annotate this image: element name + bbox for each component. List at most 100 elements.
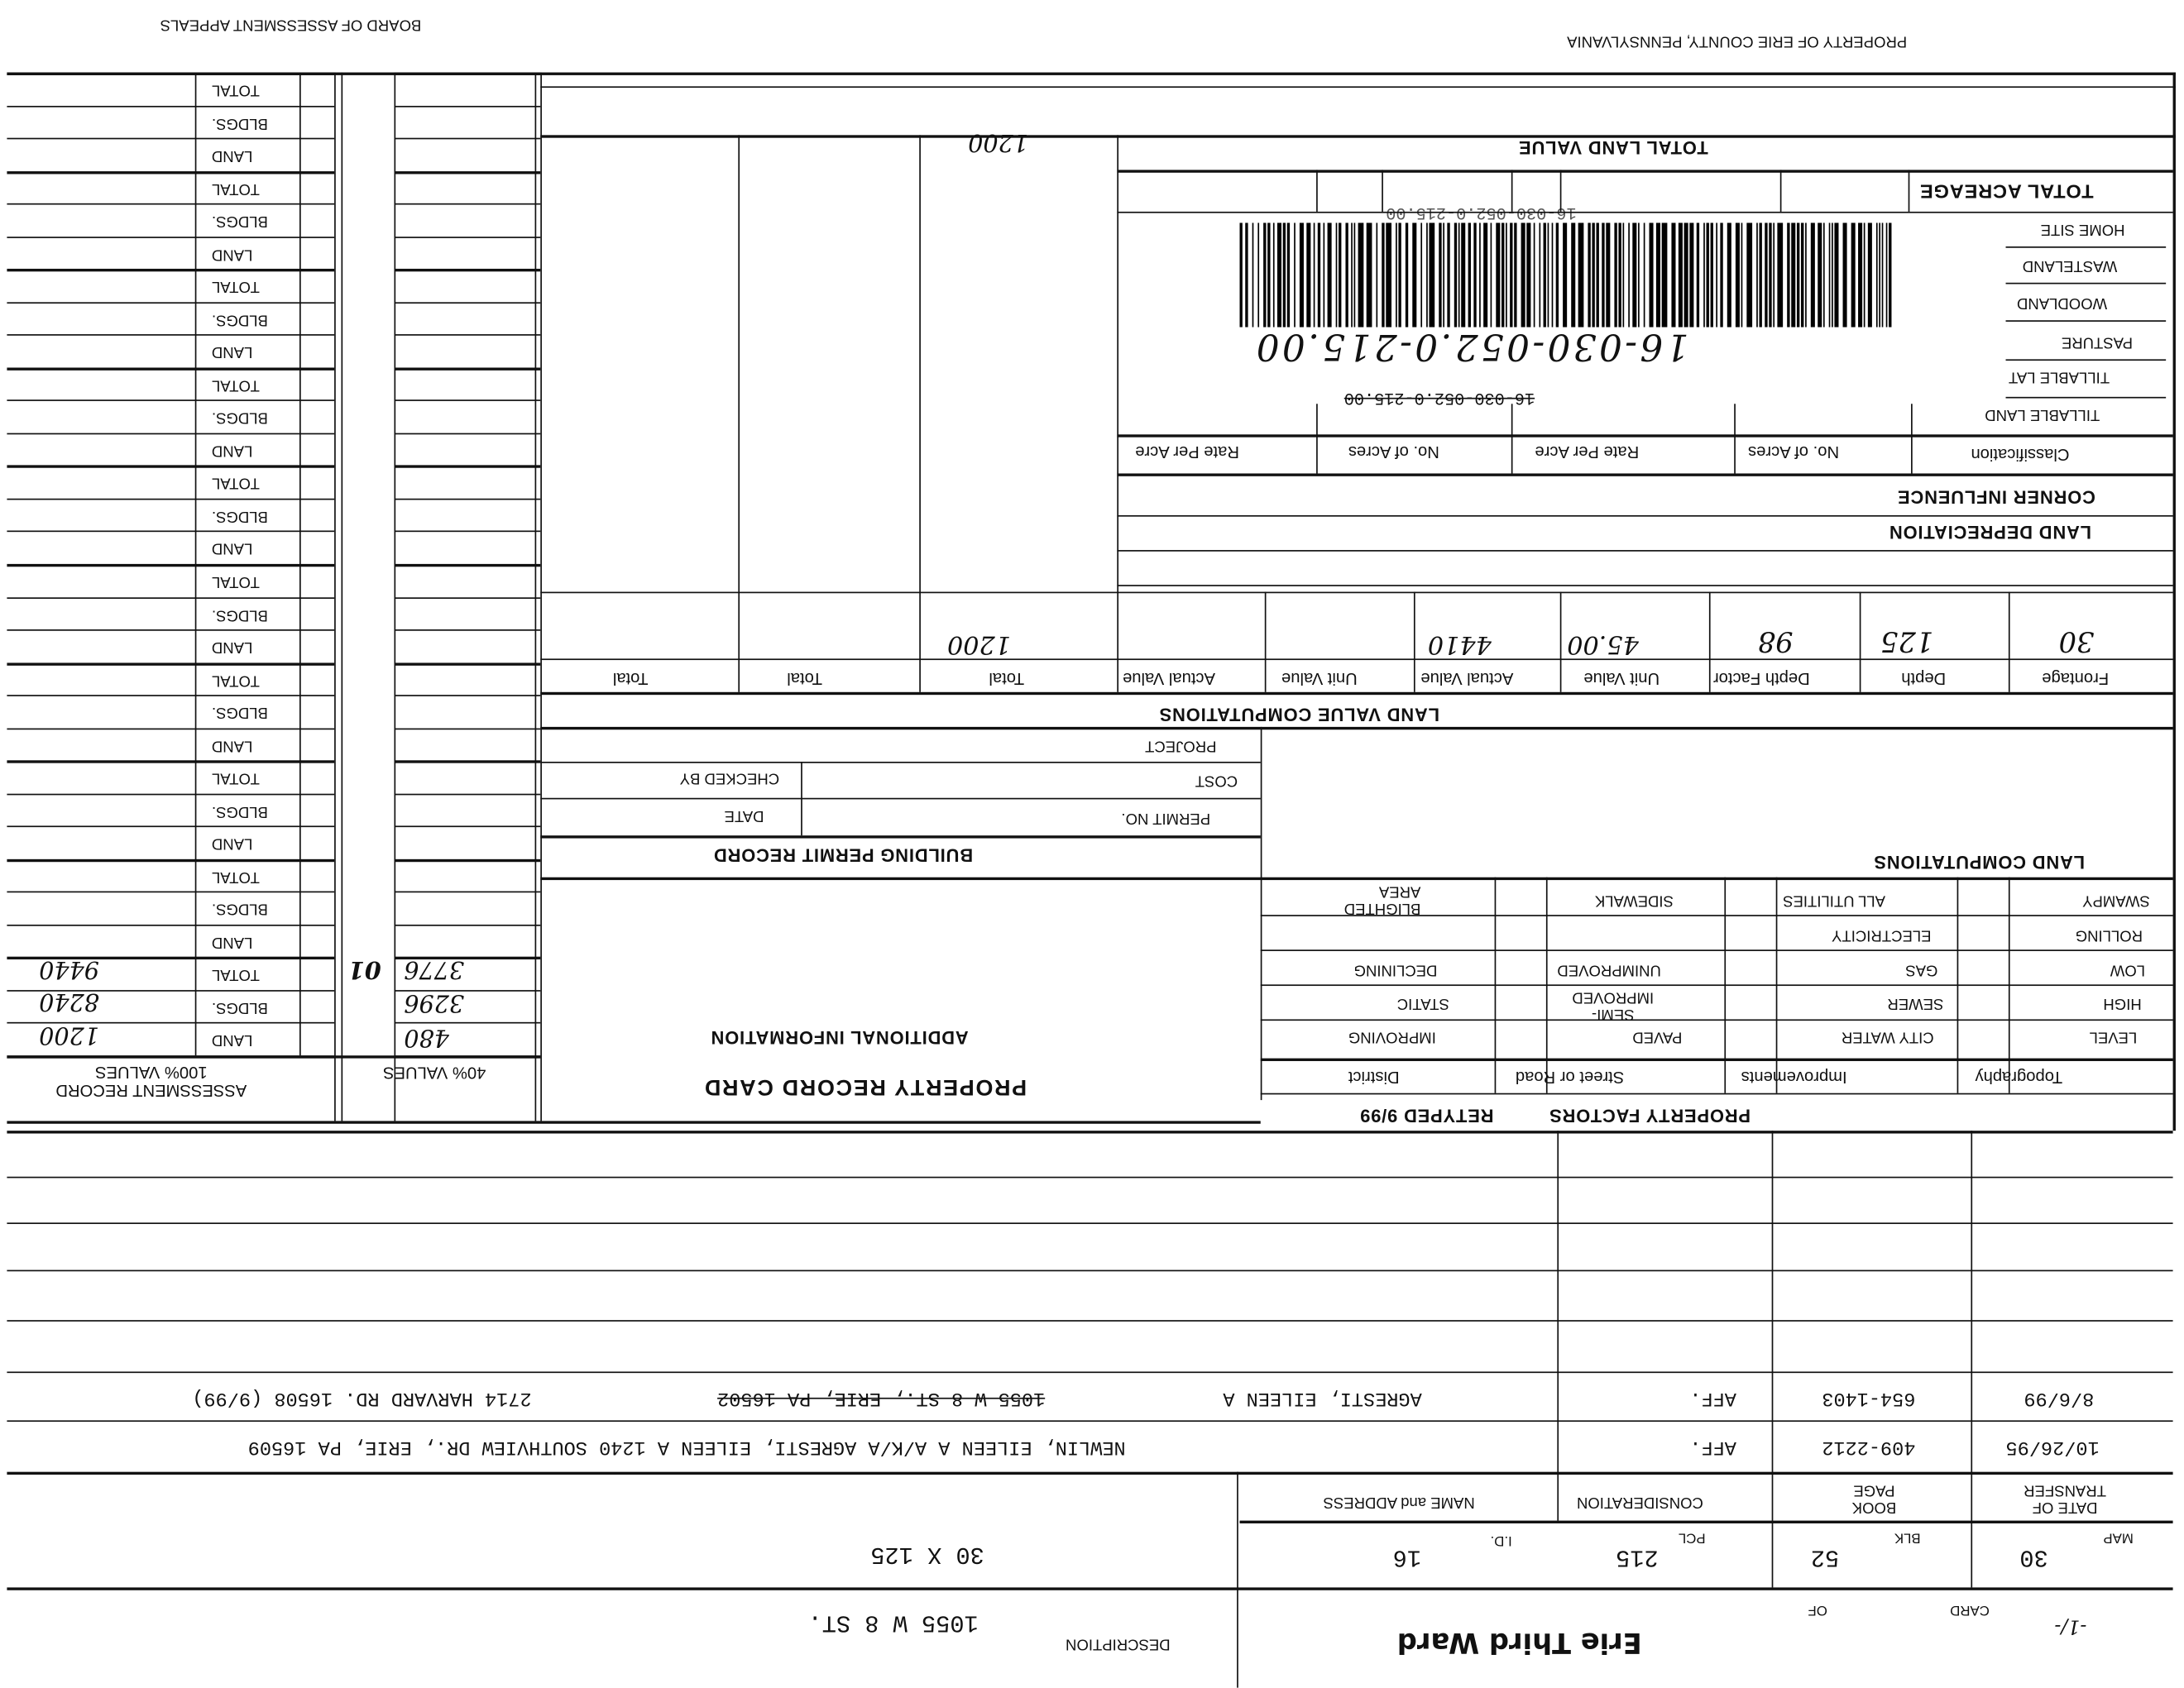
barcode-bar (1773, 222, 1775, 328)
unit-value-header-1: Unit Value (1583, 669, 1660, 689)
rule-line (394, 760, 541, 763)
rule-line (1260, 1019, 2173, 1021)
card-title: PROPERTY RECORD CARD (703, 1074, 1027, 1099)
rule-line (1117, 170, 2173, 173)
rule-line (7, 728, 335, 730)
total-header-2: Total (787, 669, 822, 689)
barcode-bar (1510, 222, 1513, 328)
barcode-bar (1313, 222, 1315, 328)
barcode-bar (1398, 222, 1401, 328)
rule-line (7, 498, 335, 500)
barcode-bar (1834, 222, 1839, 328)
factor-electricity: ELECTRICITY (1832, 926, 1932, 944)
rule-line (7, 1270, 2173, 1272)
rule-line (7, 465, 335, 468)
unit-value-header-2: Unit Value (1281, 669, 1358, 689)
barcode-bar (1622, 222, 1625, 328)
barcode-bar (1720, 222, 1723, 328)
barcode-bar (1787, 222, 1790, 328)
of-label: OF (1808, 1602, 1827, 1618)
rule-line (1117, 585, 2173, 586)
barcode-bar (1272, 222, 1275, 328)
rule-line (7, 891, 335, 893)
barcode-bar (1317, 222, 1321, 328)
rule-line (540, 797, 1261, 800)
consideration-header: CONSIDERATION (1576, 1493, 1703, 1511)
factor-gas: GAS (1905, 961, 1938, 978)
total-100-value: 9440 (39, 954, 99, 983)
assessment-row-label: TOTAL (211, 278, 260, 295)
date-of-transfer-header: DATE OF TRANSFER (2024, 1482, 2106, 1516)
barcode-bar (1832, 222, 1833, 328)
depth-factor-value: 98 (1757, 624, 1794, 659)
blk-label: BLK (1894, 1529, 1921, 1546)
id-label: I.D. (1490, 1532, 1512, 1548)
rule-line (394, 268, 541, 272)
property-factors-title: PROPERTY FACTORS (1549, 1105, 1751, 1126)
bldgs-40-value: 3296 (404, 988, 465, 1016)
values-40-label: 40% VALUES (383, 1063, 486, 1083)
rule-line (540, 835, 1261, 839)
barcode-bar (1822, 222, 1825, 328)
corner-influence-label: CORNER INFLUENCE (1897, 486, 2095, 508)
barcode-bar (1547, 222, 1549, 328)
rule-line (1511, 170, 1513, 212)
rule-line (394, 203, 541, 205)
barcode-bar (1483, 222, 1488, 328)
total-header-3: Total (612, 669, 649, 689)
barcode-bar (1881, 222, 1884, 328)
rule-line (7, 760, 335, 763)
assessment-row-label: TOTAL (211, 868, 260, 885)
barcode-bar (1257, 222, 1260, 328)
rule-line (2005, 320, 2167, 322)
rule-line (7, 1055, 541, 1059)
land-depreciation-label: LAND DEPRECIATION (1889, 521, 2092, 543)
barcode-bar (1828, 222, 1831, 328)
barcode-bar (1426, 222, 1428, 328)
barcode-bar (1592, 222, 1595, 328)
rule-line (394, 924, 541, 926)
barcode-bar (1696, 222, 1700, 328)
rule-line (1779, 170, 1782, 212)
factor-declining: DECLINING (1353, 961, 1438, 978)
rule-line (394, 695, 541, 696)
barcode-bar (1769, 222, 1772, 328)
rule-line (7, 367, 335, 371)
barcode-bar (1628, 222, 1630, 328)
rule-line (1117, 434, 2173, 438)
land-100-value: 1200 (39, 1020, 99, 1049)
rule-line (1771, 1131, 1774, 1521)
assessment-record-title: ASSESSMENT RECORD (55, 1080, 247, 1101)
assessment-row-label: LAND (211, 146, 253, 165)
rule-line (394, 399, 541, 401)
card-number-mark: -1/- (2054, 1614, 2087, 1638)
barcode-bar (1276, 222, 1282, 328)
rule-line (7, 1121, 1261, 1124)
no-of-acres-header-1: No. of Acres (1748, 442, 1840, 462)
id-value: 16 (1392, 1542, 1422, 1570)
assessment-row-label: TOTAL (211, 179, 260, 197)
assessment-row-label: BLDGS. (211, 507, 268, 524)
barcode-bar (1863, 222, 1866, 328)
barcode-bar (1439, 222, 1442, 328)
parcel-struck-number: 16-030-052.0-215.00 (1343, 388, 1535, 408)
assessment-row-label: TOTAL (211, 572, 260, 591)
assessment-row-label: LAND (211, 245, 253, 262)
rule-line (394, 793, 541, 796)
rule-line (2005, 396, 2167, 399)
rate-per-acre-header-1: Rate Per Acre (1535, 442, 1640, 462)
rule-line (394, 563, 541, 567)
rule-line (394, 891, 541, 893)
rule-line (540, 761, 1261, 763)
barcode-bar (1684, 222, 1688, 328)
barcode-bar (1473, 222, 1477, 328)
bldgs-100-value: 8240 (39, 987, 99, 1016)
barcode-bar (1543, 222, 1546, 328)
rule-line (1117, 135, 1119, 692)
assessment-row-label: LAND (211, 933, 253, 950)
transfer-book-page: 409-2212 (1822, 1435, 1916, 1458)
barcode-bar (1649, 222, 1654, 328)
barcode-bar (1716, 222, 1718, 328)
barcode-bar (1588, 222, 1591, 328)
